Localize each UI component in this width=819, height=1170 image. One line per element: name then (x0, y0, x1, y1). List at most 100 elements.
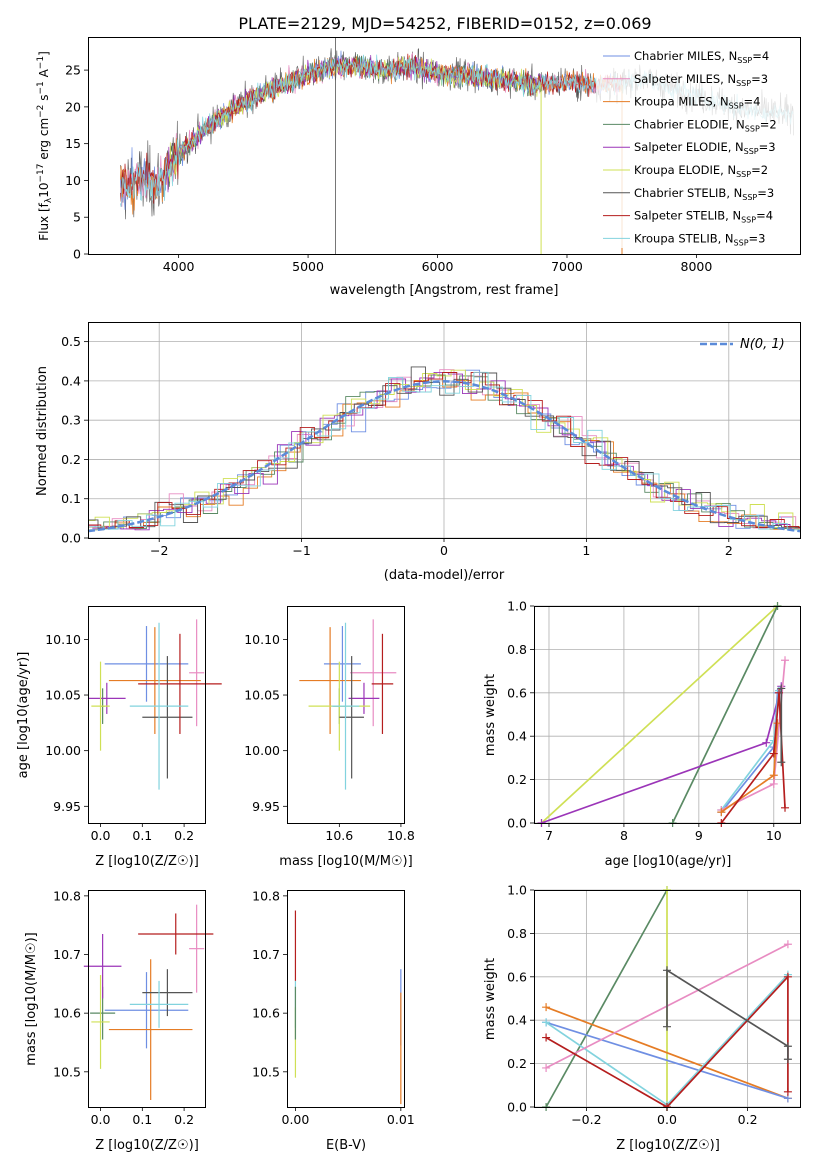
x-tick-label: 8 (620, 828, 628, 843)
y-tick-label: 0.2 (507, 1056, 527, 1071)
weight-marker (542, 1033, 551, 1042)
residuals-panel: −2 −1 0 1 2 0.0 0.1 0.2 0.3 0.4 0.5 N(0, 1) (data-… (35, 322, 801, 583)
residuals-ylabel: Normed distribution (35, 366, 50, 496)
weight-vs-age-xlabel: age [log10(age/yr)] (605, 854, 732, 869)
y-tick-label: 1.0 (507, 599, 527, 614)
age-vs-z-panel: 0.0 0.1 0.2 9.95 10.00 10.05 10.10 Z [log10(Z/… (16, 606, 222, 869)
y-tick-label: 0 (73, 247, 81, 262)
spectrum-legend: Chabrier MILES, NSSP=4 Salpeter MILES, NS… (596, 40, 797, 248)
x-tick-label: 0.1 (132, 1112, 152, 1127)
y-tick-label: 10.05 (45, 688, 81, 703)
legend-label: Salpeter STELIB, NSSP=4 (634, 209, 773, 225)
histogram-step (88, 371, 800, 529)
spectrum-ticks: 4000 5000 6000 7000 8000 0 5 10 15 20 25 (65, 63, 712, 274)
weight-marker (542, 1003, 551, 1012)
y-tick-label: 10.6 (53, 1006, 81, 1021)
y-tick-label: 5 (73, 210, 81, 225)
mass-vs-z-axes-frame (88, 890, 206, 1108)
weight-line (720, 692, 779, 813)
weight-vs-age-axes-frame (534, 606, 801, 824)
x-tick-label: 10 (766, 828, 782, 843)
x-tick-label: 0.2 (174, 828, 194, 843)
y-tick-label: 1.0 (507, 883, 527, 898)
weight-marker (663, 966, 671, 975)
weight-line (545, 1021, 789, 1100)
x-tick-label: 10.6 (325, 828, 353, 843)
residuals-xlabel: (data-model)/error (384, 568, 505, 583)
x-tick-label: 0.0 (91, 828, 111, 843)
legend-label: Kroupa STELIB, NSSP=3 (634, 231, 765, 247)
weight-marker (783, 1042, 792, 1051)
mass-vs-ebv-panel: 0.00 0.01 10.5 10.6 10.7 10.8 E(B-V) (252, 888, 415, 1153)
legend-label: Kroupa MILES, NSSP=4 (634, 95, 760, 111)
residuals-legend: N(0, 1) (700, 337, 785, 352)
y-tick-label: 0.5 (61, 334, 81, 349)
mass-vs-ebv-plot-area (294, 910, 402, 1105)
residuals-axes-frame (88, 322, 801, 539)
y-tick-label: 0.0 (61, 531, 81, 546)
weight-marker (542, 1018, 551, 1027)
weight-line (545, 974, 789, 1109)
histogram-step (88, 369, 800, 530)
x-tick-label: 0 (440, 543, 448, 558)
gauss-legend-label: N(0, 1) (740, 337, 785, 352)
age-vs-mass-axes-frame (287, 606, 405, 824)
x-tick-label: 0.2 (738, 1112, 758, 1127)
y-tick-label: 10 (65, 173, 81, 188)
y-tick-label: 10.8 (53, 888, 81, 903)
weight-marker (663, 1022, 671, 1031)
y-tick-label: 10.00 (244, 743, 280, 758)
x-tick-label: 5000 (292, 259, 324, 274)
weight-marker (762, 738, 771, 747)
y-tick-label: 10.6 (252, 1006, 280, 1021)
legend-label: Salpeter ELODIE, NSSP=3 (634, 140, 776, 156)
mass-vs-z-ylabel: mass [log10(M/M☉)] (24, 932, 39, 1065)
y-tick-label: 10.00 (45, 743, 81, 758)
weight-marker (769, 749, 778, 758)
x-tick-label: 0.0 (657, 1112, 677, 1127)
x-tick-label: 9 (695, 828, 703, 843)
weight-marker (777, 684, 786, 693)
y-tick-label: 9.95 (252, 799, 280, 814)
y-tick-label: 9.95 (53, 799, 81, 814)
y-tick-label: 10.8 (252, 888, 280, 903)
mass-vs-z-panel: 0.0 0.1 0.2 10.5 10.6 10.7 10.8 Z [log10(Z/Z☉)… (24, 888, 214, 1153)
weight-line (541, 686, 783, 824)
y-tick-label: 0.0 (507, 1100, 527, 1115)
x-tick-label: 8000 (681, 259, 713, 274)
weight-line (666, 968, 789, 1060)
weight-vs-age-ticks: 7 8 9 10 0.0 0.2 0.4 0.6 0.8 1.0 (507, 599, 782, 844)
mass-vs-z-ticks: 0.0 0.1 0.2 10.5 10.6 10.7 10.8 (53, 888, 194, 1127)
spectrum-panel: Chabrier MILES, NSSP=4 Salpeter MILES, NS… (36, 37, 801, 298)
histogram-step (92, 371, 800, 531)
weight-marker (717, 808, 726, 817)
spectrum-line (120, 53, 623, 204)
spectrum-xlabel: wavelength [Angstrom, rest frame] (330, 283, 559, 298)
x-tick-label: 7000 (551, 259, 583, 274)
legend-label: Chabrier STELIB, NSSP=3 (634, 186, 774, 202)
legend-label: Chabrier MILES, NSSP=4 (634, 49, 769, 65)
weight-vs-age-plot-area (534, 602, 800, 827)
spectrum-ylabel: Flux [fλ10−17 erg cm−2 s−1 A−1] (36, 51, 54, 241)
x-tick-label: 6000 (422, 259, 454, 274)
histogram-step (89, 371, 800, 531)
weight-marker (769, 771, 778, 780)
weight-marker (781, 803, 790, 812)
weight-vs-z-ticks: −0.2 0.0 0.2 0.0 0.2 0.4 0.6 0.8 1.0 (507, 883, 757, 1128)
x-tick-label: 0.1 (132, 828, 152, 843)
y-tick-label: 10.5 (53, 1064, 81, 1079)
figure-title: PLATE=2129, MJD=54252, FIBERID=0152, z=0… (238, 14, 651, 33)
x-tick-label: 0.01 (387, 1112, 415, 1127)
y-tick-label: 0.8 (507, 926, 527, 941)
y-tick-label: 0.8 (507, 642, 527, 657)
x-tick-label: 0.00 (282, 1112, 310, 1127)
mass-vs-ebv-axes-frame (287, 890, 405, 1108)
spectrum-axes-frame (88, 37, 801, 255)
y-tick-label: 10.05 (244, 688, 280, 703)
weight-line (545, 889, 668, 1108)
age-vs-z-ylabel: age [log10(age/yr)] (16, 652, 31, 779)
weight-line (540, 605, 779, 824)
weight-marker (769, 779, 778, 788)
y-tick-label: 15 (65, 136, 81, 151)
weight-vs-age-panel: 7 8 9 10 0.0 0.2 0.4 0.6 0.8 1.0 age [log10(age/y… (483, 599, 801, 869)
